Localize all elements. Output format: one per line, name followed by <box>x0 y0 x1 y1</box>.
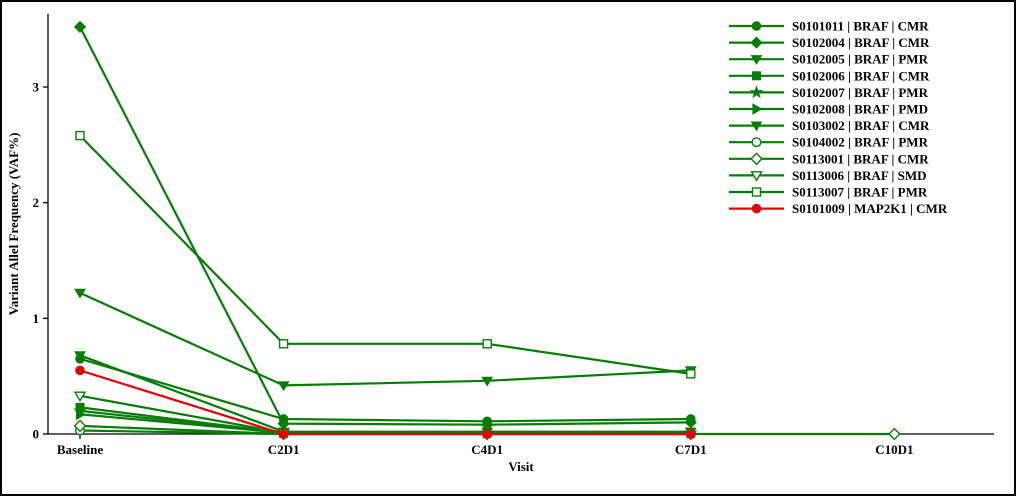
legend-label: S0103002 | BRAF | CMR <box>792 118 930 133</box>
series-line <box>79 357 691 423</box>
legend-marker <box>750 55 763 65</box>
x-tick-label: C10D1 <box>875 442 913 457</box>
legend-marker <box>751 187 762 197</box>
y-tick-label: 2 <box>33 195 40 210</box>
legend-marker <box>751 21 762 31</box>
series-line <box>79 369 691 436</box>
legend-marker <box>750 121 763 132</box>
series-line <box>79 134 691 375</box>
legend-label: S0113007 | BRAF | PMR <box>792 185 928 200</box>
legend-marker <box>751 137 762 148</box>
legend-label: S0102004 | BRAF | CMR <box>792 35 930 50</box>
legend-marker <box>752 71 761 81</box>
series-line <box>79 394 284 434</box>
series-marker <box>75 365 85 376</box>
series-marker <box>73 419 87 433</box>
legend-label: S0113006 | BRAF | SMD <box>792 168 927 183</box>
legend-marker <box>750 152 763 166</box>
series-marker <box>73 391 87 402</box>
legend-marker <box>750 36 763 49</box>
legend-marker <box>751 203 762 214</box>
legend-label: S0102006 | BRAF | CMR <box>792 68 930 83</box>
y-tick-label: 0 <box>33 427 40 442</box>
series-marker <box>888 427 901 441</box>
legend-label: S0113001 | BRAF | CMR <box>792 151 929 166</box>
series-marker <box>277 381 290 392</box>
legend-label: S0102008 | BRAF | PMD <box>792 102 928 117</box>
x-tick-label: C4D1 <box>471 442 503 457</box>
series-marker <box>74 351 86 362</box>
legend-marker <box>750 171 763 182</box>
x-tick-label: C2D1 <box>268 442 300 457</box>
series-marker <box>73 20 87 33</box>
legend-label: S0104002 | BRAF | PMR <box>792 135 929 150</box>
legend-label: S0102005 | BRAF | PMR <box>792 52 929 67</box>
series-marker <box>278 339 289 349</box>
x-axis-title: Visit <box>508 459 534 474</box>
series-line <box>79 291 691 387</box>
legend-label: S0102007 | BRAF | PMR <box>792 85 929 100</box>
series-marker <box>74 288 86 299</box>
y-tick-label: 1 <box>33 311 40 326</box>
x-tick-label: C7D1 <box>675 442 707 457</box>
series-marker <box>481 376 494 387</box>
series-marker <box>686 369 696 379</box>
series-marker <box>686 429 696 439</box>
series-marker <box>278 429 289 439</box>
series-line <box>79 26 691 426</box>
y-axis-title: Variant Allel Frequency (VAF%) <box>6 133 21 316</box>
legend-marker <box>752 103 763 115</box>
series-marker <box>75 408 86 421</box>
series-marker <box>482 429 493 439</box>
series-line <box>79 354 691 433</box>
x-tick-label: Baseline <box>57 442 103 457</box>
legend-label: S0101009 | MAP2K1 | CMR <box>792 201 948 216</box>
y-tick-label: 3 <box>33 80 40 95</box>
legend-label: S0101011 | BRAF | CMR <box>792 19 929 34</box>
series-marker <box>75 130 85 141</box>
legend-marker <box>749 85 764 99</box>
series-marker <box>482 339 492 349</box>
